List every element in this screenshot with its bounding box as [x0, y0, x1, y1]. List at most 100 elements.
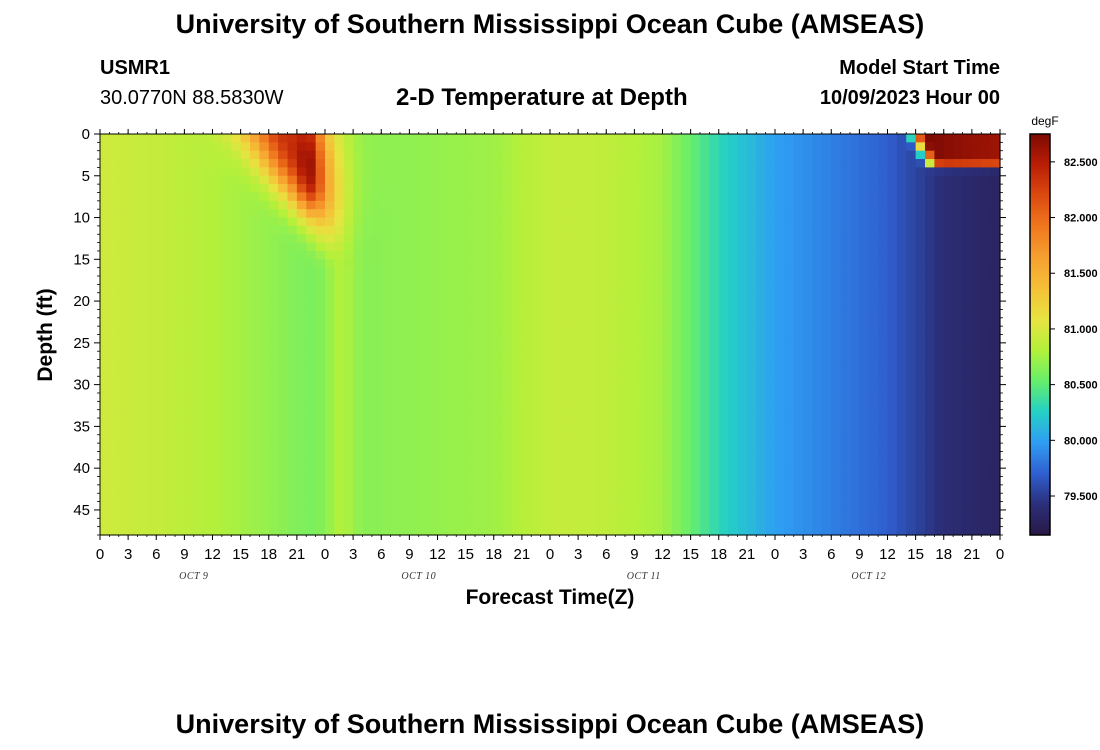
heatmap-cell: [700, 376, 710, 386]
heatmap-cell: [409, 434, 420, 444]
heatmap-cell: [362, 367, 373, 377]
heatmap-cell: [596, 376, 607, 386]
heatmap-cell: [287, 234, 298, 244]
heatmap-cell: [231, 509, 242, 519]
heatmap-cell: [371, 493, 382, 503]
heatmap-cell: [156, 134, 167, 143]
heatmap-cell: [287, 150, 298, 160]
heatmap-cell: [568, 351, 579, 361]
heatmap-cell: [868, 443, 879, 453]
heatmap-cell: [578, 334, 589, 344]
heatmap-cell: [371, 134, 382, 143]
heatmap-cell: [231, 184, 242, 194]
heatmap-cell: [315, 409, 326, 419]
heatmap-cell: [259, 134, 270, 143]
heatmap-cell: [334, 250, 345, 260]
heatmap-cell: [128, 359, 139, 369]
heatmap-cell: [418, 326, 429, 336]
heatmap-cell: [146, 484, 157, 494]
heatmap-cell: [287, 159, 298, 169]
heatmap-cell: [100, 434, 110, 444]
heatmap-cell: [887, 426, 898, 436]
heatmap-cell: [681, 150, 692, 160]
heatmap-cell: [728, 459, 739, 469]
heatmap-cell: [146, 242, 157, 252]
heatmap-cell: [437, 317, 448, 327]
heatmap-cell: [887, 301, 898, 311]
heatmap-cell: [625, 509, 635, 519]
heatmap-cell: [793, 267, 804, 277]
heatmap-cell: [212, 342, 223, 352]
heatmap-cell: [287, 167, 298, 177]
heatmap-cell: [184, 493, 195, 503]
heatmap-cell: [409, 468, 420, 478]
heatmap-cell: [250, 175, 260, 185]
heatmap-cell: [906, 242, 917, 252]
heatmap-cell: [962, 284, 973, 294]
heatmap-cell: [625, 351, 635, 361]
x-tick-label: 3: [799, 546, 807, 563]
heatmap-cell: [587, 242, 598, 252]
heatmap-cell: [625, 326, 635, 336]
heatmap-cell: [887, 434, 898, 444]
heatmap-cell: [990, 334, 1001, 344]
heatmap-cell: [390, 509, 401, 519]
heatmap-cell: [746, 259, 757, 269]
heatmap-cell: [587, 459, 598, 469]
heatmap-cell: [634, 267, 645, 277]
heatmap-cell: [625, 451, 635, 461]
heatmap-cell: [109, 409, 120, 419]
heatmap-cell: [850, 484, 860, 494]
heatmap-cell: [718, 451, 729, 461]
heatmap-cell: [596, 484, 607, 494]
heatmap-cell: [118, 426, 129, 436]
heatmap-cell: [896, 159, 907, 169]
heatmap-cell: [756, 493, 767, 503]
heatmap-cell: [990, 292, 1001, 302]
heatmap-cell: [475, 250, 485, 260]
heatmap-cell: [625, 134, 635, 143]
heatmap-cell: [840, 250, 851, 260]
heatmap-cell: [156, 434, 167, 444]
heatmap-cell: [362, 426, 373, 436]
heatmap-cell: [175, 326, 185, 336]
heatmap-cell: [503, 200, 514, 210]
heatmap-cell: [109, 276, 120, 285]
heatmap-cell: [953, 476, 964, 486]
heatmap-cell: [671, 418, 682, 427]
heatmap-cell: [568, 376, 579, 386]
heatmap-cell: [137, 434, 148, 444]
heatmap-cell: [250, 384, 260, 394]
heatmap-cell: [671, 159, 682, 169]
heatmap-cell: [278, 234, 289, 244]
heatmap-cell: [409, 367, 420, 377]
heatmap-cell: [700, 225, 710, 235]
heatmap-cell: [765, 284, 776, 294]
heatmap-cell: [503, 159, 514, 169]
heatmap-cell: [381, 267, 392, 277]
heatmap-cell: [437, 234, 448, 244]
heatmap-cell: [381, 459, 392, 469]
heatmap-cell: [812, 401, 823, 411]
heatmap-cell: [362, 451, 373, 461]
heatmap-cell: [596, 493, 607, 503]
heatmap-cell: [915, 426, 926, 436]
heatmap-cell: [812, 493, 823, 503]
heatmap-cell: [681, 451, 692, 461]
heatmap-cell: [137, 392, 148, 402]
heatmap-cell: [109, 401, 120, 411]
heatmap-cell: [400, 276, 410, 285]
heatmap-cell: [118, 250, 129, 260]
heatmap-cell: [850, 426, 860, 436]
heatmap-cell: [653, 484, 664, 494]
heatmap-cell: [559, 334, 570, 344]
heatmap-cell: [859, 192, 870, 202]
heatmap-cell: [634, 526, 645, 536]
heatmap-cell: [878, 292, 889, 302]
heatmap-cell: [671, 434, 682, 444]
heatmap-cell: [784, 159, 795, 169]
heatmap-cell: [896, 150, 907, 160]
heatmap-cell: [671, 209, 682, 219]
heatmap-cell: [925, 384, 935, 394]
heatmap-cell: [934, 518, 945, 528]
